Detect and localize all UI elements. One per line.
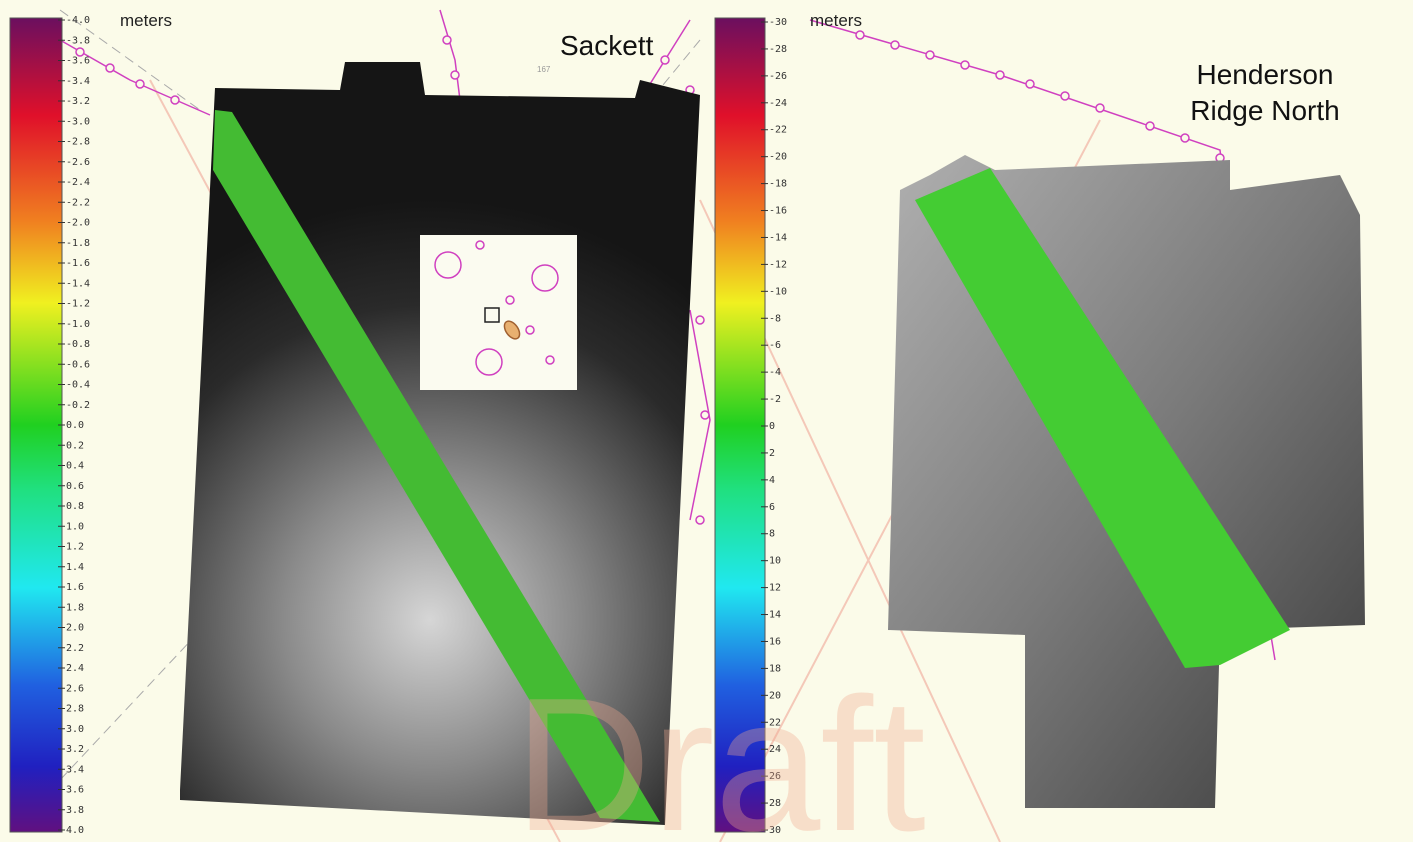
chart-label: 167 — [537, 65, 551, 74]
tick-label: -1.2 — [66, 299, 90, 310]
tick-label: 14 — [769, 610, 781, 621]
tick-label: 1.0 — [66, 521, 84, 532]
tick-label: -22 — [769, 125, 787, 136]
tick-label: 3.4 — [66, 764, 84, 775]
tick-label: -2 — [769, 394, 781, 405]
tick-label: 2.6 — [66, 683, 84, 694]
tick-label: -1.6 — [66, 258, 90, 269]
tick-label: 1.6 — [66, 582, 84, 593]
tick-label: 1.8 — [66, 602, 84, 613]
tick-label: 1.2 — [66, 542, 84, 553]
tick-label: -0.8 — [66, 339, 90, 350]
map-screenshot: -4.0 -3.8 -3.6 -3.4 -3.2 -3.0 -2.8 -2.6 -2.4 -2.2… — [0, 0, 1413, 842]
tick-label: -2.6 — [66, 157, 90, 168]
site-title: Sackett — [560, 30, 654, 61]
tick-label: 2.2 — [66, 643, 84, 654]
tick-label: 0 — [769, 421, 775, 432]
tick-label: -2.0 — [66, 218, 90, 229]
watermark: Draft — [514, 659, 926, 842]
tick-label: 3.8 — [66, 805, 84, 816]
tick-label: 2.0 — [66, 623, 84, 634]
tick-label: -14 — [769, 232, 787, 243]
tick-label: 1.4 — [66, 562, 84, 573]
tick-label: -28 — [769, 44, 787, 55]
tick-label: 4.0 — [66, 825, 84, 836]
tick-label: -1.8 — [66, 238, 90, 249]
tick-label: -4.0 — [66, 15, 90, 26]
tick-label: -0.6 — [66, 359, 90, 370]
unit-label: meters — [120, 11, 172, 30]
tick-label: 2.4 — [66, 663, 84, 674]
tick-label: -3.4 — [66, 76, 90, 87]
tick-label: 3.6 — [66, 785, 84, 796]
tick-label: -18 — [769, 179, 787, 190]
tick-label: -16 — [769, 206, 787, 217]
tick-label: -1.4 — [66, 278, 90, 289]
tick-label: -2.8 — [66, 137, 90, 148]
tick-label: -1.0 — [66, 319, 90, 330]
tick-label: -24 — [769, 98, 787, 109]
tick-label: -26 — [769, 71, 787, 82]
tick-label: 0.2 — [66, 440, 84, 451]
tick-label: -2.4 — [66, 177, 90, 188]
tick-label: 16 — [769, 636, 781, 647]
tick-label: 0.0 — [66, 420, 84, 431]
tick-label: -8 — [769, 313, 781, 324]
tick-label: -12 — [769, 259, 787, 270]
site-title: Henderson — [1197, 59, 1334, 90]
tick-label: -2.2 — [66, 197, 90, 208]
tick-label: 2.8 — [66, 704, 84, 715]
tick-label: 2 — [769, 448, 775, 459]
tick-label: 3.0 — [66, 724, 84, 735]
tick-label: -3.2 — [66, 96, 90, 107]
tick-label: 6 — [769, 502, 775, 513]
color-scale — [10, 18, 62, 832]
tick-label: 0.4 — [66, 461, 84, 472]
tick-label: 0.8 — [66, 501, 84, 512]
tick-label: 8 — [769, 529, 775, 540]
tick-label: -10 — [769, 286, 787, 297]
site-title: Ridge North — [1190, 95, 1339, 126]
tick-label: -20 — [769, 152, 787, 163]
tick-label: -3.6 — [66, 56, 90, 67]
tick-label: -3.8 — [66, 35, 90, 46]
tick-label: 3.2 — [66, 744, 84, 755]
tick-label: -3.0 — [66, 116, 90, 127]
tick-label: 12 — [769, 583, 781, 594]
tick-label: -4 — [769, 367, 781, 378]
tick-label: 0.6 — [66, 481, 84, 492]
unit-label: meters — [810, 11, 862, 30]
tick-label: -6 — [769, 340, 781, 351]
tick-label: -30 — [769, 17, 787, 28]
tick-label: -0.4 — [66, 380, 90, 391]
tick-label: 4 — [769, 475, 775, 486]
tick-label: 10 — [769, 556, 781, 567]
tick-label: -0.2 — [66, 400, 90, 411]
